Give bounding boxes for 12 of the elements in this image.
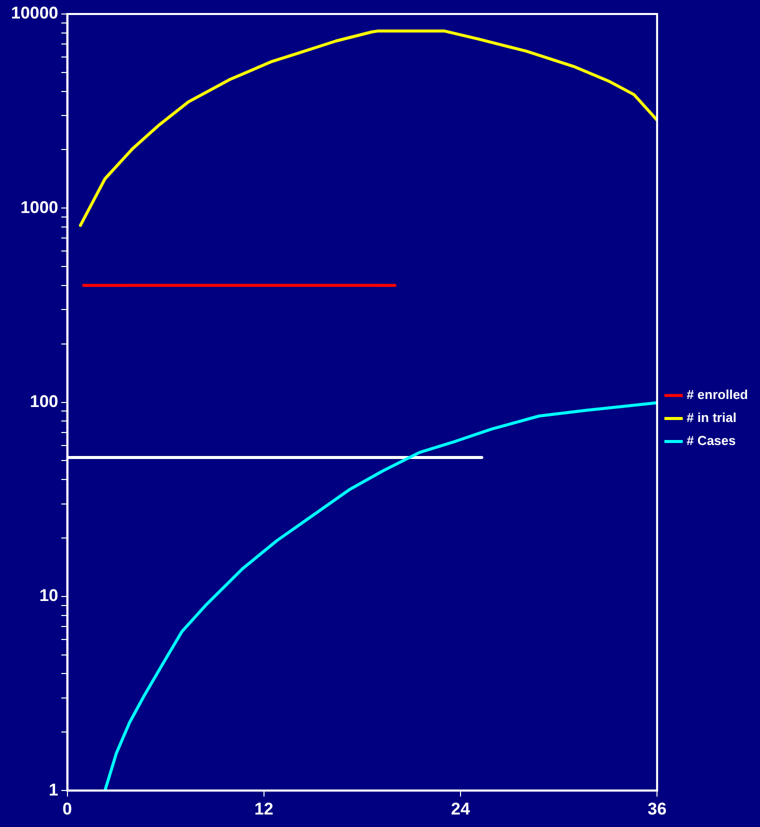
y-tick-label: 1000 xyxy=(20,198,58,217)
legend-label: # enrolled xyxy=(686,387,748,402)
legend-label: # in trial xyxy=(686,410,736,426)
legend-label: # Cases xyxy=(686,433,736,448)
x-tick-label: 36 xyxy=(648,799,667,818)
y-tick-label: 100 xyxy=(30,392,58,411)
x-tick-label: 0 xyxy=(62,799,72,818)
x-tick-label: 12 xyxy=(254,799,274,818)
y-tick-label: 10 xyxy=(39,586,58,606)
y-tick-label: 10000 xyxy=(10,4,58,23)
x-tick-label: 24 xyxy=(451,799,470,818)
y-tick-label: 1 xyxy=(48,780,58,800)
